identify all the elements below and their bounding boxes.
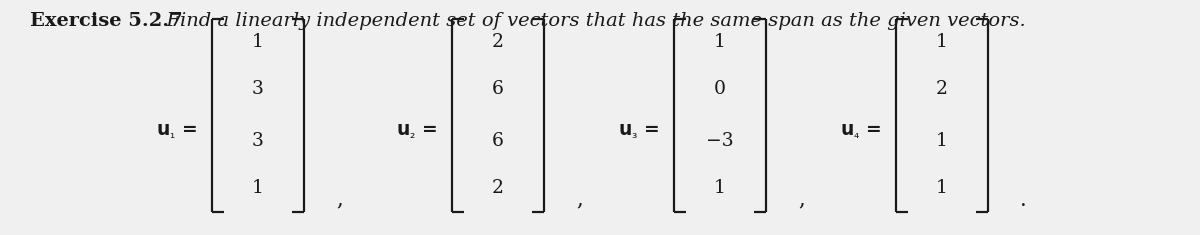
Text: 1: 1 xyxy=(714,179,726,197)
Text: 1: 1 xyxy=(252,179,264,197)
Text: 6: 6 xyxy=(492,80,504,98)
Text: ,: , xyxy=(798,189,805,211)
Text: 0: 0 xyxy=(714,80,726,98)
Text: $\mathbf{u}_{₁}$ =: $\mathbf{u}_{₁}$ = xyxy=(156,122,198,141)
Text: $\mathbf{u}_{₂}$ =: $\mathbf{u}_{₂}$ = xyxy=(396,122,438,141)
Text: 2: 2 xyxy=(492,33,504,51)
Text: 2: 2 xyxy=(492,179,504,197)
Text: ,: , xyxy=(576,189,583,211)
Text: 6: 6 xyxy=(492,132,504,150)
Text: 1: 1 xyxy=(252,33,264,51)
Text: $\mathbf{u}_{₄}$ =: $\mathbf{u}_{₄}$ = xyxy=(840,122,882,141)
Text: 1: 1 xyxy=(936,33,948,51)
Text: ,: , xyxy=(336,189,343,211)
Text: $\mathbf{u}_{₃}$ =: $\mathbf{u}_{₃}$ = xyxy=(618,122,660,141)
Text: Find a linearly independent set of vectors that has the same span as the given v: Find a linearly independent set of vecto… xyxy=(154,12,1025,30)
Text: Exercise 5.2.7: Exercise 5.2.7 xyxy=(30,12,182,30)
Text: −3: −3 xyxy=(706,132,734,150)
Text: .: . xyxy=(1020,189,1027,211)
Text: 1: 1 xyxy=(936,132,948,150)
Text: 1: 1 xyxy=(936,179,948,197)
Text: 1: 1 xyxy=(714,33,726,51)
Text: 3: 3 xyxy=(252,80,264,98)
Text: 3: 3 xyxy=(252,132,264,150)
Text: 2: 2 xyxy=(936,80,948,98)
